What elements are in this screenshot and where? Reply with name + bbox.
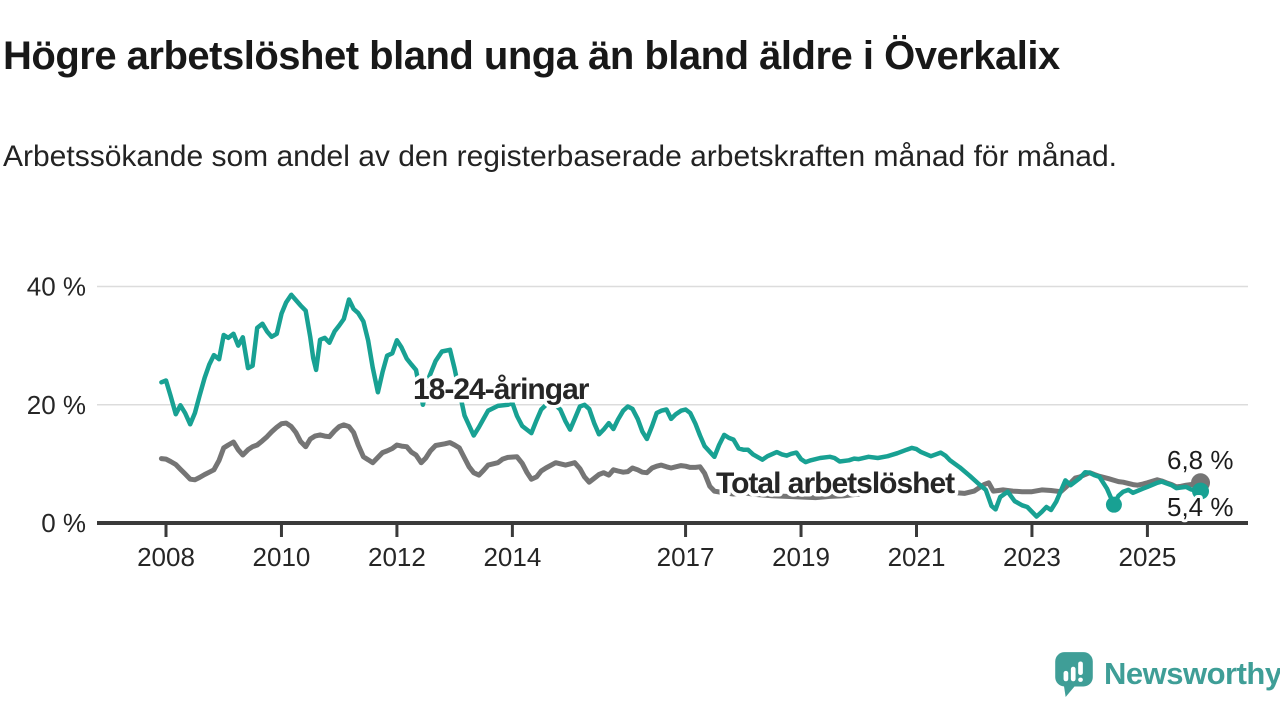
x-tick-label: 2019 — [772, 542, 830, 572]
end-value-label-youth: 5,4 % — [1167, 492, 1234, 522]
data-point-marker — [1192, 482, 1210, 500]
x-tick-label: 2025 — [1118, 542, 1176, 572]
series-label-total: Total arbetslöshet — [716, 467, 955, 500]
series-line-youth — [159, 292, 1203, 519]
y-tick-label: 20 % — [27, 390, 86, 420]
x-ticks — [164, 525, 1149, 537]
x-tick-labels: 2008 2010 2012 2014 2017 2019 2021 2023 2025 — [137, 542, 1176, 572]
series-markers-youth — [1105, 482, 1210, 513]
series-label-youth: 18-24-åringar — [413, 373, 590, 406]
y-tick-label: 40 % — [27, 272, 86, 302]
x-tick-label: 2008 — [137, 542, 195, 572]
y-tick-label: 0 % — [41, 508, 86, 538]
newsworthy-logo: Newsworthy — [1053, 648, 1280, 700]
x-tick-label: 2021 — [888, 542, 946, 572]
x-tick-label: 2010 — [253, 542, 311, 572]
x-tick-label: 2023 — [1003, 542, 1061, 572]
data-point-marker — [1105, 496, 1122, 513]
brand-wordmark: Newsworthy — [1104, 656, 1280, 691]
series-line-total — [158, 420, 1203, 501]
x-tick-label: 2017 — [657, 542, 715, 572]
end-value-label-total: 6,8 % — [1167, 445, 1234, 475]
chart-subtitle: Arbetssökande som andel av den registerb… — [3, 140, 1117, 173]
page-title: Högre arbetslöshet bland unga än bland ä… — [3, 34, 1060, 78]
speech-bubble-bar-chart-icon — [1055, 652, 1093, 697]
gridlines — [97, 285, 1248, 406]
x-tick-label: 2012 — [368, 542, 426, 572]
y-tick-labels: 0 % 20 % 40 % — [27, 272, 86, 539]
x-tick-label: 2014 — [483, 542, 541, 572]
